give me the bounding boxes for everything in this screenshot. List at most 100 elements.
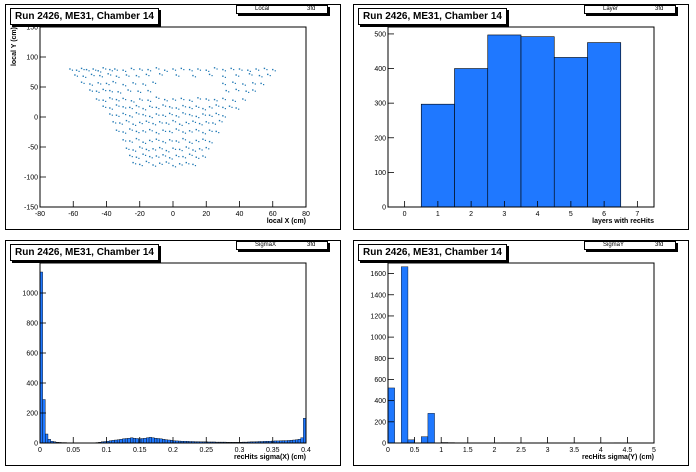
scatter-point: [185, 161, 187, 164]
scatter-point: [182, 104, 184, 107]
scatter-point: [254, 83, 256, 85]
scatter-point: [182, 155, 184, 158]
scatter-point: [147, 89, 149, 92]
x-tick-label: 1: [436, 211, 440, 218]
scatter-point: [111, 108, 113, 110]
scatter-point: [258, 69, 260, 71]
scatter-point: [71, 69, 74, 71]
scatter-point: [115, 75, 118, 77]
scatter-point: [248, 73, 251, 75]
scatter-point: [145, 73, 148, 76]
scatter-point: [98, 91, 100, 93]
histogram-bar: [154, 437, 158, 444]
histogram-bar: [42, 399, 46, 444]
scatter-point: [159, 146, 161, 149]
histogram-bar: [297, 439, 301, 444]
stats-value: 3fd: [655, 6, 664, 12]
scatter-point: [105, 100, 107, 102]
y-tick-label: 1000: [22, 291, 38, 298]
scatter-point: [215, 112, 217, 115]
scatter-point: [155, 96, 158, 98]
scatter-point: [135, 112, 138, 114]
scatter-point: [121, 123, 123, 125]
scatter-point: [105, 68, 107, 70]
scatter-point: [95, 90, 98, 92]
scatter-point: [130, 100, 133, 102]
scatter-point: [172, 147, 174, 149]
scatter-point: [208, 106, 211, 108]
scatter-point: [171, 140, 173, 142]
x-tick-label: 0.35: [266, 447, 280, 454]
scatter-point: [188, 130, 191, 132]
scatter-point: [148, 150, 150, 152]
scatter-point: [172, 98, 174, 100]
scatter-point: [212, 122, 214, 124]
scatter-point: [163, 69, 166, 71]
stats-box: SigmaX 3fd: [236, 241, 328, 250]
scatter-point: [145, 148, 148, 151]
scatter-point: [90, 73, 93, 76]
scatter-point: [165, 149, 168, 152]
scatter-point: [80, 81, 83, 83]
histogram-bar: [156, 438, 160, 444]
scatter-point: [218, 119, 221, 122]
histogram-bar: [130, 437, 134, 444]
x-tick-label: 40: [236, 211, 244, 218]
scatter-point: [178, 148, 181, 151]
y-tick-label: 800: [374, 356, 386, 363]
y-tick-label: 0: [34, 115, 38, 122]
scatter-point: [112, 121, 114, 123]
histogram-bar: [300, 437, 304, 444]
x-tick-label: 0.5: [410, 447, 420, 454]
scatter-point: [141, 165, 143, 167]
x-tick-label: 2: [492, 447, 496, 454]
scatter-point: [144, 154, 147, 156]
scatter-point: [178, 141, 180, 143]
scatter-point: [183, 99, 185, 101]
scatter-point: [155, 106, 158, 109]
scatter-point: [111, 91, 113, 93]
scatter-point: [218, 105, 220, 107]
scatter-point: [138, 132, 140, 134]
scatter-point: [202, 107, 204, 110]
scatter-point: [115, 82, 117, 84]
scatter-point: [224, 108, 226, 110]
scatter-point: [238, 68, 241, 70]
scatter-point: [168, 112, 171, 115]
scatter-point: [151, 157, 153, 159]
x-tick-label: 3: [546, 447, 550, 454]
scatter-point: [154, 149, 157, 151]
histogram-bar: [420, 103, 455, 208]
scatter-point: [131, 141, 133, 143]
scatter-point: [165, 122, 168, 124]
scatter-point: [97, 82, 99, 84]
scatter-point: [204, 109, 207, 111]
scatter-point: [129, 140, 131, 142]
scatter-point: [269, 75, 271, 77]
scatter-point: [118, 76, 120, 78]
scatter-point: [135, 130, 138, 133]
scatter-point: [183, 69, 185, 71]
x-tick-label: 1.5: [463, 447, 473, 454]
scatter-point: [201, 124, 203, 126]
scatter-point: [248, 91, 250, 93]
scatter-point: [188, 106, 191, 109]
x-axis-label: layers with recHits: [592, 218, 654, 225]
scatter-point: [122, 139, 124, 141]
x-tick-label: 0.25: [199, 447, 213, 454]
histogram-bar: [132, 437, 136, 444]
scatter-point: [109, 113, 111, 115]
scatter-point: [131, 108, 133, 110]
scatter-point: [255, 68, 257, 70]
y-tick-label: 200: [374, 419, 386, 426]
y-tick-label: 150: [26, 25, 38, 32]
y-tick-label: 50: [30, 85, 38, 92]
scatter-point: [138, 106, 140, 108]
scatter-point: [152, 164, 154, 166]
scatter-point: [91, 84, 93, 86]
stats-name: SigmaX: [255, 242, 277, 248]
scatter-point: [172, 68, 174, 70]
scatter-point: [102, 88, 104, 91]
scatter-point: [198, 130, 200, 132]
scatter-point: [162, 154, 164, 156]
